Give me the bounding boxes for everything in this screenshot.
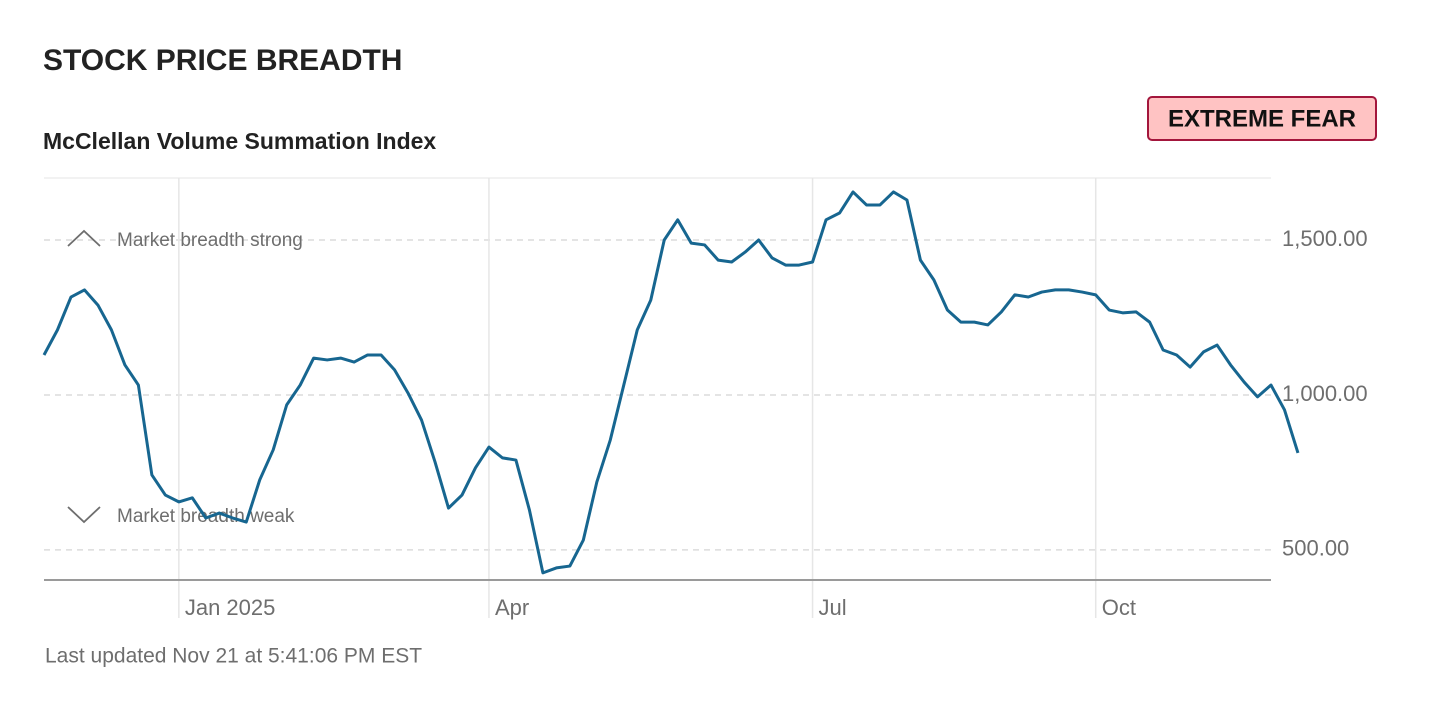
data-line <box>42 190 1300 575</box>
footer: Last updated Nov 21 at 5:41:06 PM EST <box>45 645 422 668</box>
x-tick-label: Apr <box>495 595 529 620</box>
y-tick-label: 1,500.00 <box>1282 226 1368 251</box>
badge: EXTREME FEAR <box>1168 105 1356 132</box>
badge-box <box>1147 96 1377 141</box>
chart-title: STOCK PRICE BREADTH <box>43 44 402 77</box>
x-tick-label: Jul <box>819 595 847 620</box>
x-tick-label: Oct <box>1102 595 1136 620</box>
up-chevron <box>67 229 101 247</box>
x-tick-label: Jan 2025 <box>185 595 276 620</box>
annotation: Market breadth strong <box>117 230 303 251</box>
y-tick-label: 500.00 <box>1282 536 1349 561</box>
y-tick-label: 1,000.00 <box>1282 381 1368 406</box>
chart-subtitle: McClellan Volume Summation Index <box>43 128 436 154</box>
down-chevron <box>67 506 101 524</box>
